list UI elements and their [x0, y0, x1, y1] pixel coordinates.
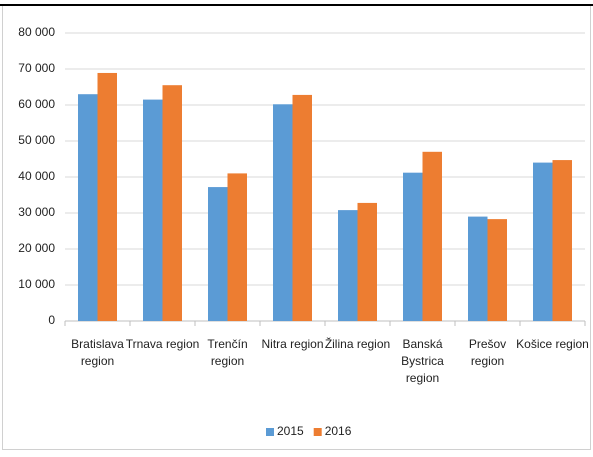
bar	[292, 94, 312, 321]
bar	[78, 94, 98, 321]
y-tick-label: 40 000	[18, 169, 55, 183]
x-tick-label: Prešov region	[469, 337, 506, 368]
legend-swatch	[313, 428, 322, 436]
bar	[227, 173, 247, 321]
legend-label: 2016	[325, 424, 352, 438]
y-tick-label: 50 000	[18, 133, 55, 147]
bar	[97, 72, 117, 322]
bar	[403, 172, 423, 321]
x-tick-label: Banská Bystrica region	[401, 337, 444, 385]
bar	[143, 99, 163, 321]
x-tick-label: Trnava region	[126, 337, 200, 351]
bar	[338, 210, 358, 321]
y-tick-label: 60 000	[18, 97, 55, 111]
bar	[208, 187, 228, 321]
y-tick-label: 80 000	[18, 25, 55, 39]
x-tick-label: Nitra region	[261, 337, 323, 351]
y-tick-label: 30 000	[18, 205, 55, 219]
bar	[487, 219, 507, 321]
y-tick-label: 70 000	[18, 61, 55, 75]
x-tick-label: Bratislava region	[71, 337, 124, 368]
y-tick-label: 20 000	[18, 241, 55, 255]
legend-swatch	[266, 428, 274, 436]
x-tick-label: Trenčín region	[207, 337, 247, 368]
y-tick-label: 0	[48, 313, 55, 327]
bar	[533, 162, 553, 321]
bar	[273, 104, 293, 321]
legend-label: 2015	[277, 424, 304, 438]
y-tick-label: 10 000	[18, 277, 55, 291]
bar	[422, 151, 442, 321]
bar	[357, 202, 377, 321]
x-tick-label: Košice region	[516, 337, 589, 351]
bar	[162, 85, 182, 321]
bar	[468, 216, 488, 321]
bar	[552, 160, 572, 321]
x-tick-label: Žilina region	[325, 336, 390, 351]
